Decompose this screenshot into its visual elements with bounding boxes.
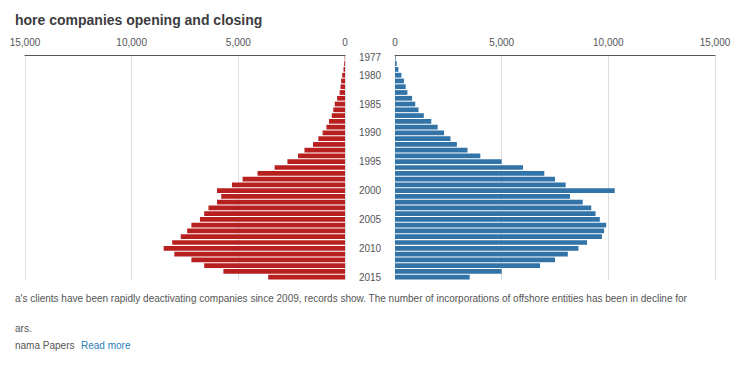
svg-text:10,000: 10,000 [593, 37, 624, 48]
svg-text:ars.: ars. [15, 323, 32, 334]
svg-text:2010: 2010 [359, 243, 382, 254]
svg-text:a's clients have been rapidly: a's clients have been rapidly deactivati… [15, 293, 688, 304]
svg-text:2000: 2000 [359, 185, 382, 196]
svg-text:hore companies opening and clo: hore companies opening and closing [15, 12, 262, 28]
svg-text:10,000: 10,000 [116, 37, 147, 48]
svg-text:2015: 2015 [359, 272, 382, 283]
svg-text:1995: 1995 [359, 156, 382, 167]
svg-text:0: 0 [392, 37, 398, 48]
svg-text:Read more: Read more [81, 340, 131, 351]
svg-text:15,000: 15,000 [10, 37, 41, 48]
svg-text:0: 0 [342, 37, 348, 48]
svg-text:nama Papers: nama Papers [15, 340, 77, 351]
svg-text:1980: 1980 [359, 70, 382, 81]
svg-text:1990: 1990 [359, 127, 382, 138]
svg-text:15,000: 15,000 [700, 37, 731, 48]
svg-text:1985: 1985 [359, 99, 382, 110]
svg-text:2005: 2005 [359, 214, 382, 225]
svg-text:1977: 1977 [359, 52, 382, 63]
svg-text:5,000: 5,000 [226, 37, 251, 48]
svg-text:5,000: 5,000 [489, 37, 514, 48]
